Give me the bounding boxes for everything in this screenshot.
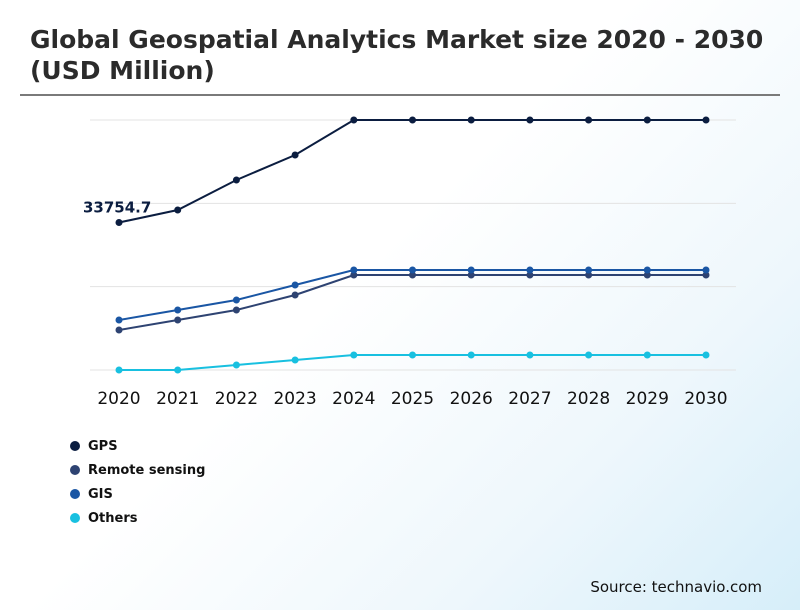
data-point-1-0	[115, 326, 123, 334]
x-tick-label: 2024	[332, 389, 375, 409]
x-tick-label: 2025	[391, 389, 434, 409]
data-point-1-8	[585, 271, 593, 279]
x-tick-label: 2026	[450, 389, 493, 409]
x-tick-label: 2027	[508, 389, 551, 409]
data-point-0-10	[702, 116, 710, 124]
data-point-2-4	[350, 266, 358, 274]
data-point-1-10	[702, 271, 710, 279]
legend-marker	[70, 465, 80, 475]
data-point-3-5	[409, 351, 416, 359]
data-point-1-6	[467, 271, 475, 279]
data-point-0-2	[232, 176, 240, 184]
x-tick-label: 2028	[567, 389, 610, 409]
x-axis-ticks: 2020 2021 2022 2023 2024 2025 2026 2027 2028 2029…	[97, 389, 727, 409]
data-point-1-9	[643, 271, 651, 279]
legend-label: Remote sensing	[88, 462, 206, 478]
data-point-1-5	[409, 271, 416, 279]
x-tick-label: 2021	[156, 389, 199, 409]
data-point-1-3	[291, 291, 299, 299]
source-credit: Source: technavio.com	[590, 578, 762, 596]
legend-item: GPS	[70, 434, 205, 458]
data-point-2-1	[174, 306, 182, 314]
data-point-3-8	[585, 351, 593, 359]
data-point-3-0	[115, 366, 123, 374]
line-chart: 2020 2021 2022 2023 2024 2025 2026 2027 2028 2029…	[83, 116, 736, 409]
x-tick-label: 2030	[684, 389, 727, 409]
data-point-2-8	[585, 266, 593, 274]
data-point-3-4	[350, 351, 358, 359]
legend-label: GIS	[88, 486, 113, 502]
data-point-2-3	[291, 281, 299, 289]
data-point-3-2	[232, 361, 240, 369]
legend-label: GPS	[88, 438, 118, 454]
data-point-0-5	[409, 116, 416, 124]
data-point-3-7	[526, 351, 534, 359]
legend: GPS Remote sensing GIS Others	[70, 434, 205, 530]
data-point-3-1	[174, 366, 182, 374]
data-point-2-7	[526, 266, 534, 274]
series-line-1	[118, 274, 706, 331]
series-points	[115, 116, 710, 374]
data-point-0-4	[350, 116, 358, 124]
x-tick-label: 2022	[215, 389, 258, 409]
data-point-0-8	[585, 116, 593, 124]
legend-marker	[70, 489, 80, 499]
x-tick-label: 2023	[273, 389, 316, 409]
data-point-0-1	[174, 206, 182, 214]
data-point-2-5	[409, 266, 416, 274]
data-point-2-6	[467, 266, 475, 274]
legend-item: GIS	[70, 482, 205, 506]
data-point-1-7	[526, 271, 534, 279]
data-point-1-1	[174, 316, 182, 324]
x-tick-label: 2020	[97, 389, 140, 409]
data-point-3-9	[643, 351, 651, 359]
legend-label: Others	[88, 510, 138, 526]
data-point-0-6	[467, 116, 475, 124]
data-point-0-0	[115, 219, 123, 226]
data-point-3-6	[467, 351, 475, 359]
data-point-1-2	[232, 306, 240, 314]
data-point-3-3	[291, 356, 299, 364]
legend-item: Others	[70, 506, 205, 530]
legend-marker	[70, 513, 80, 523]
data-point-2-0	[115, 316, 123, 324]
chart-title: Global Geospatial Analytics Market size …	[30, 25, 764, 85]
data-point-3-10	[702, 351, 710, 359]
data-point-2-10	[702, 266, 710, 274]
title-divider	[20, 94, 780, 96]
data-point-0-7	[526, 116, 534, 124]
gridlines	[90, 119, 736, 371]
data-point-0-3	[291, 151, 299, 159]
data-point-0-9	[643, 116, 651, 124]
x-tick-label: 2029	[626, 389, 669, 409]
series-lines	[118, 119, 706, 371]
legend-marker	[70, 441, 80, 451]
data-point-2-9	[643, 266, 651, 274]
data-point-1-4	[350, 271, 358, 279]
data-point-2-2	[232, 296, 240, 304]
series-line-0	[118, 119, 706, 224]
data-label: 33754.7	[83, 199, 151, 217]
legend-item: Remote sensing	[70, 458, 205, 482]
annotations: 33754.7	[83, 199, 151, 217]
